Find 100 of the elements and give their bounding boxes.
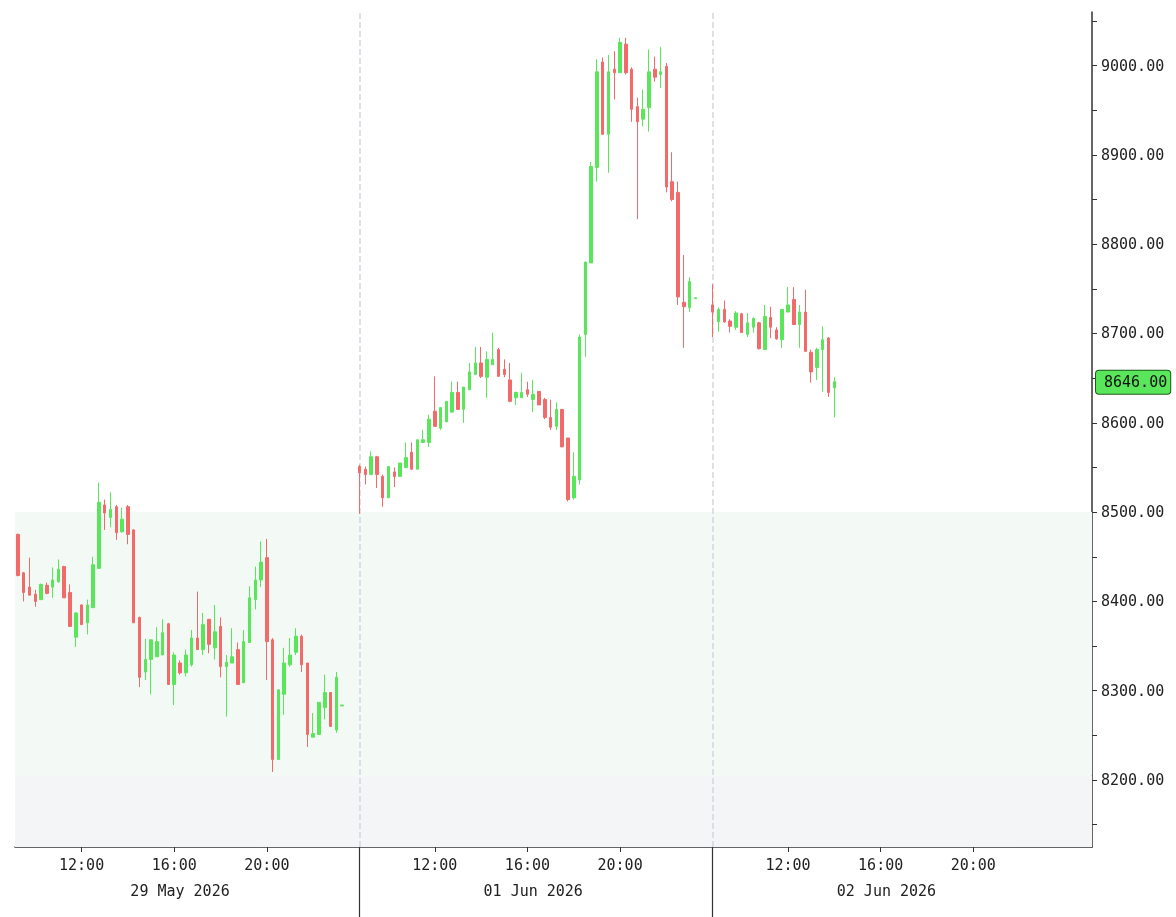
candlestick [439, 407, 442, 431]
candlestick [149, 639, 153, 695]
candlestick [520, 372, 523, 399]
candlestick [786, 286, 790, 313]
candlestick [723, 299, 726, 324]
candlestick [219, 616, 222, 678]
candlestick [421, 429, 425, 443]
candlestick [340, 704, 344, 707]
y-tick-label: 8600.00 [1101, 413, 1165, 432]
candlestick [190, 629, 193, 668]
candlestick [97, 482, 101, 569]
y-tick-label: 9000.00 [1101, 56, 1165, 75]
candlestick [91, 556, 95, 609]
candlestick [265, 538, 269, 681]
candlestick [833, 376, 836, 418]
candlestick [120, 507, 124, 534]
candlestick [647, 49, 651, 133]
candlestick [213, 604, 217, 660]
candlestick [248, 585, 251, 643]
candlestick [306, 662, 309, 748]
x-tick-label: 20:00 [244, 855, 290, 874]
candlestick [445, 400, 448, 423]
candlestick [694, 297, 697, 300]
text: 02 Jun 2026 [836, 881, 937, 900]
candlestick [688, 276, 691, 313]
candlestick [364, 466, 367, 485]
candlestick [115, 504, 118, 541]
candlestick [242, 629, 245, 684]
candlestick [369, 450, 373, 476]
candlestick [792, 286, 796, 326]
candlestick [734, 310, 738, 331]
y-tick-label: 8700.00 [1101, 324, 1165, 343]
candlestick [300, 633, 303, 673]
candlestick [578, 333, 581, 485]
candlestick [225, 654, 228, 718]
candlestick [39, 583, 43, 601]
candlestick [161, 618, 164, 656]
x-tick-label: 20:00 [597, 855, 643, 874]
candlestick [294, 627, 298, 656]
candlestick [207, 618, 211, 654]
x-tick-label: 12:00 [412, 855, 458, 874]
candlestick [613, 50, 616, 101]
candlestick [468, 362, 471, 391]
candlestick [491, 332, 494, 366]
y-tick-label: 8900.00 [1101, 145, 1165, 164]
x-tick-label: 12:00 [765, 855, 811, 874]
candlestick [167, 622, 170, 685]
candlestick [404, 441, 408, 468]
candlestick [618, 37, 622, 74]
candlestick [317, 701, 321, 735]
candlestick [126, 504, 130, 545]
candlestick [508, 362, 512, 403]
candlestick [62, 565, 66, 599]
candlestick [288, 637, 292, 668]
candlestick [821, 325, 824, 393]
candlestick [479, 346, 483, 379]
x-tick-label: 12:00 [59, 855, 105, 874]
x-tick-label: 16:00 [504, 855, 551, 874]
candlestick [335, 671, 338, 734]
candlestick [80, 603, 83, 626]
candlestick [589, 161, 593, 264]
candlestick [427, 414, 431, 448]
candlestick [358, 464, 361, 515]
candlestick [636, 97, 639, 220]
candlestick [450, 381, 454, 414]
x-tick-label: 16:00 [858, 855, 904, 874]
candlestick [717, 307, 720, 333]
candlestick [682, 254, 686, 349]
candlestick [526, 381, 529, 398]
y-tick-label: 8500.00 [1101, 503, 1165, 522]
candlestick [601, 57, 604, 135]
candlestick [178, 659, 182, 676]
candlestick [196, 591, 199, 651]
candlestick [711, 283, 714, 338]
candlestick [132, 528, 135, 624]
candlestick [387, 466, 390, 499]
y-tick-label: 8200.00 [1101, 771, 1165, 790]
text: 29 May 2026 [130, 881, 230, 900]
candlestick [607, 54, 610, 174]
candlestick [572, 451, 576, 501]
candlestick [555, 401, 558, 431]
candlestick [236, 641, 240, 685]
candlestick [740, 312, 743, 334]
candlestick [746, 312, 749, 338]
candlestick [28, 557, 31, 596]
candlestick [57, 558, 60, 584]
candlestick [752, 316, 755, 334]
candlestick [398, 462, 402, 477]
candlestick [804, 289, 807, 352]
candlestick [381, 474, 384, 508]
candlestick [393, 466, 396, 488]
x-tick-label: 20:00 [950, 855, 996, 874]
candlestick [282, 647, 286, 716]
candlestick [74, 611, 78, 648]
candlestick [531, 379, 535, 413]
candlestick [630, 66, 633, 123]
candlestick [155, 626, 159, 658]
candlestick [109, 491, 112, 528]
candlestick [329, 692, 332, 727]
candlestick [676, 181, 680, 306]
